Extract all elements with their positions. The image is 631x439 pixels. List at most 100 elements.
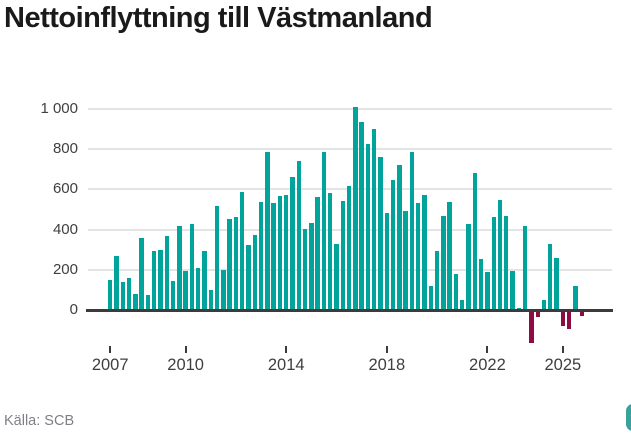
bar-2020Q2 bbox=[441, 215, 446, 310]
bar-2025Q1 bbox=[560, 310, 566, 327]
bar-2007Q3 bbox=[120, 281, 125, 310]
y-axis-label-200: 200 bbox=[52, 260, 78, 278]
y-axis-label-400: 400 bbox=[52, 220, 78, 238]
x-tick-2022 bbox=[486, 346, 489, 353]
bar-2015Q3 bbox=[321, 152, 327, 310]
bar-2022Q3 bbox=[497, 200, 503, 310]
bar-2025Q4 bbox=[579, 310, 584, 317]
bar-2012Q1 bbox=[233, 216, 239, 310]
bar-2019Q4 bbox=[428, 285, 434, 310]
x-axis-label-2022: 2022 bbox=[469, 356, 506, 374]
bar-2016Q3 bbox=[346, 186, 352, 310]
x-axis-label-2014: 2014 bbox=[267, 356, 305, 374]
bar-2011Q4 bbox=[227, 218, 232, 310]
bar-2013Q1 bbox=[258, 202, 264, 310]
bar-2019Q2 bbox=[416, 203, 421, 310]
x-tick-2025 bbox=[561, 346, 564, 353]
bar-2011Q3 bbox=[221, 269, 226, 310]
bar-2010Q2 bbox=[189, 223, 195, 310]
x-axis-label-2018: 2018 bbox=[368, 356, 406, 374]
bar-2013Q3 bbox=[271, 203, 276, 310]
plot-area: 0 200 400 600 800 1 000 2007 2010 2014 2018 2022 20… bbox=[40, 100, 613, 374]
bar-2021Q3 bbox=[472, 173, 478, 310]
bar-2017Q4 bbox=[378, 157, 383, 310]
y-axis-label-800: 800 bbox=[52, 140, 78, 158]
bar-2017Q2 bbox=[365, 144, 371, 310]
gridline-1000 bbox=[88, 108, 612, 110]
bar-2013Q4 bbox=[277, 196, 283, 310]
bar-2015Q4 bbox=[328, 193, 333, 310]
bar-2018Q1 bbox=[384, 212, 390, 310]
bar-2011Q1 bbox=[208, 289, 213, 310]
bar-2025Q2 bbox=[566, 310, 572, 330]
bar-2008Q3 bbox=[145, 294, 151, 310]
x-axis-label-2010: 2010 bbox=[167, 356, 204, 374]
bar-2009Q4 bbox=[177, 225, 182, 310]
bar-2015Q1 bbox=[309, 222, 314, 310]
bar-2008Q2 bbox=[139, 237, 144, 310]
bar-2018Q3 bbox=[397, 165, 402, 310]
bar-2020Q3 bbox=[447, 202, 452, 310]
bar-2024Q1 bbox=[535, 310, 540, 318]
bar-2024Q4 bbox=[554, 257, 559, 310]
bar-2023Q4 bbox=[529, 310, 534, 344]
bar-2024Q2 bbox=[541, 299, 547, 310]
bar-2012Q2 bbox=[240, 192, 245, 310]
bar-2021Q4 bbox=[478, 258, 484, 310]
y-axis-label-600: 600 bbox=[52, 180, 78, 198]
speech-bubble-bar-chart-icon bbox=[626, 404, 631, 431]
bar-2023Q1 bbox=[510, 270, 515, 310]
bar-2009Q2 bbox=[164, 235, 169, 310]
bar-2018Q4 bbox=[403, 210, 408, 310]
bar-2016Q1 bbox=[334, 243, 339, 310]
x-axis-label-2007: 2007 bbox=[91, 356, 129, 374]
bar-2022Q2 bbox=[491, 216, 496, 310]
bar-2025Q3 bbox=[573, 285, 578, 310]
bar-2019Q3 bbox=[422, 195, 427, 310]
bar-2014Q3 bbox=[296, 161, 301, 310]
bar-2018Q2 bbox=[390, 180, 396, 310]
x-tick-2007 bbox=[109, 346, 112, 353]
bar-2015Q2 bbox=[315, 197, 320, 310]
bar-2021Q1 bbox=[460, 299, 465, 310]
bar-2024Q3 bbox=[548, 243, 553, 310]
gridline-800 bbox=[88, 148, 612, 151]
bar-2022Q4 bbox=[504, 215, 509, 310]
bar-2021Q2 bbox=[466, 223, 471, 310]
bar-2016Q2 bbox=[340, 201, 345, 310]
bar-2023Q2 bbox=[516, 307, 522, 310]
x-tick-2014 bbox=[285, 346, 288, 353]
bar-2020Q1 bbox=[434, 250, 440, 310]
bar-2023Q3 bbox=[522, 225, 528, 310]
bar-2017Q3 bbox=[372, 129, 377, 310]
bar-2010Q4 bbox=[202, 250, 207, 310]
source-note: Källa: SCB bbox=[4, 413, 75, 429]
bar-2008Q4 bbox=[152, 250, 157, 310]
bar-2010Q3 bbox=[196, 267, 201, 310]
bar-2008Q1 bbox=[133, 293, 138, 310]
y-axis-label-1000: 1 000 bbox=[40, 100, 78, 117]
bar-2007Q1 bbox=[108, 279, 113, 310]
bar-2012Q3 bbox=[246, 244, 251, 310]
bar-2019Q1 bbox=[409, 152, 415, 310]
bar-2013Q2 bbox=[265, 152, 270, 310]
bar-2011Q2 bbox=[214, 206, 220, 310]
bar-2020Q4 bbox=[453, 273, 459, 310]
bar-2010Q1 bbox=[183, 270, 188, 310]
bar-2014Q4 bbox=[302, 228, 308, 310]
x-tick-2018 bbox=[385, 346, 388, 353]
bar-2022Q1 bbox=[485, 271, 490, 310]
y-axis-label-0: 0 bbox=[69, 301, 78, 318]
bar-2007Q2 bbox=[114, 255, 119, 310]
chart-title: Nettoinflyttning till Västmanland bbox=[4, 2, 433, 34]
bar-2016Q4 bbox=[353, 106, 358, 310]
x-axis-line bbox=[86, 309, 613, 312]
x-axis-label-2025: 2025 bbox=[544, 356, 582, 374]
bar-2014Q2 bbox=[290, 177, 295, 310]
bar-2012Q4 bbox=[252, 234, 257, 310]
bar-2017Q1 bbox=[359, 122, 364, 310]
x-tick-2010 bbox=[184, 346, 187, 353]
bar-2014Q1 bbox=[284, 195, 289, 310]
bar-2009Q1 bbox=[158, 249, 163, 310]
